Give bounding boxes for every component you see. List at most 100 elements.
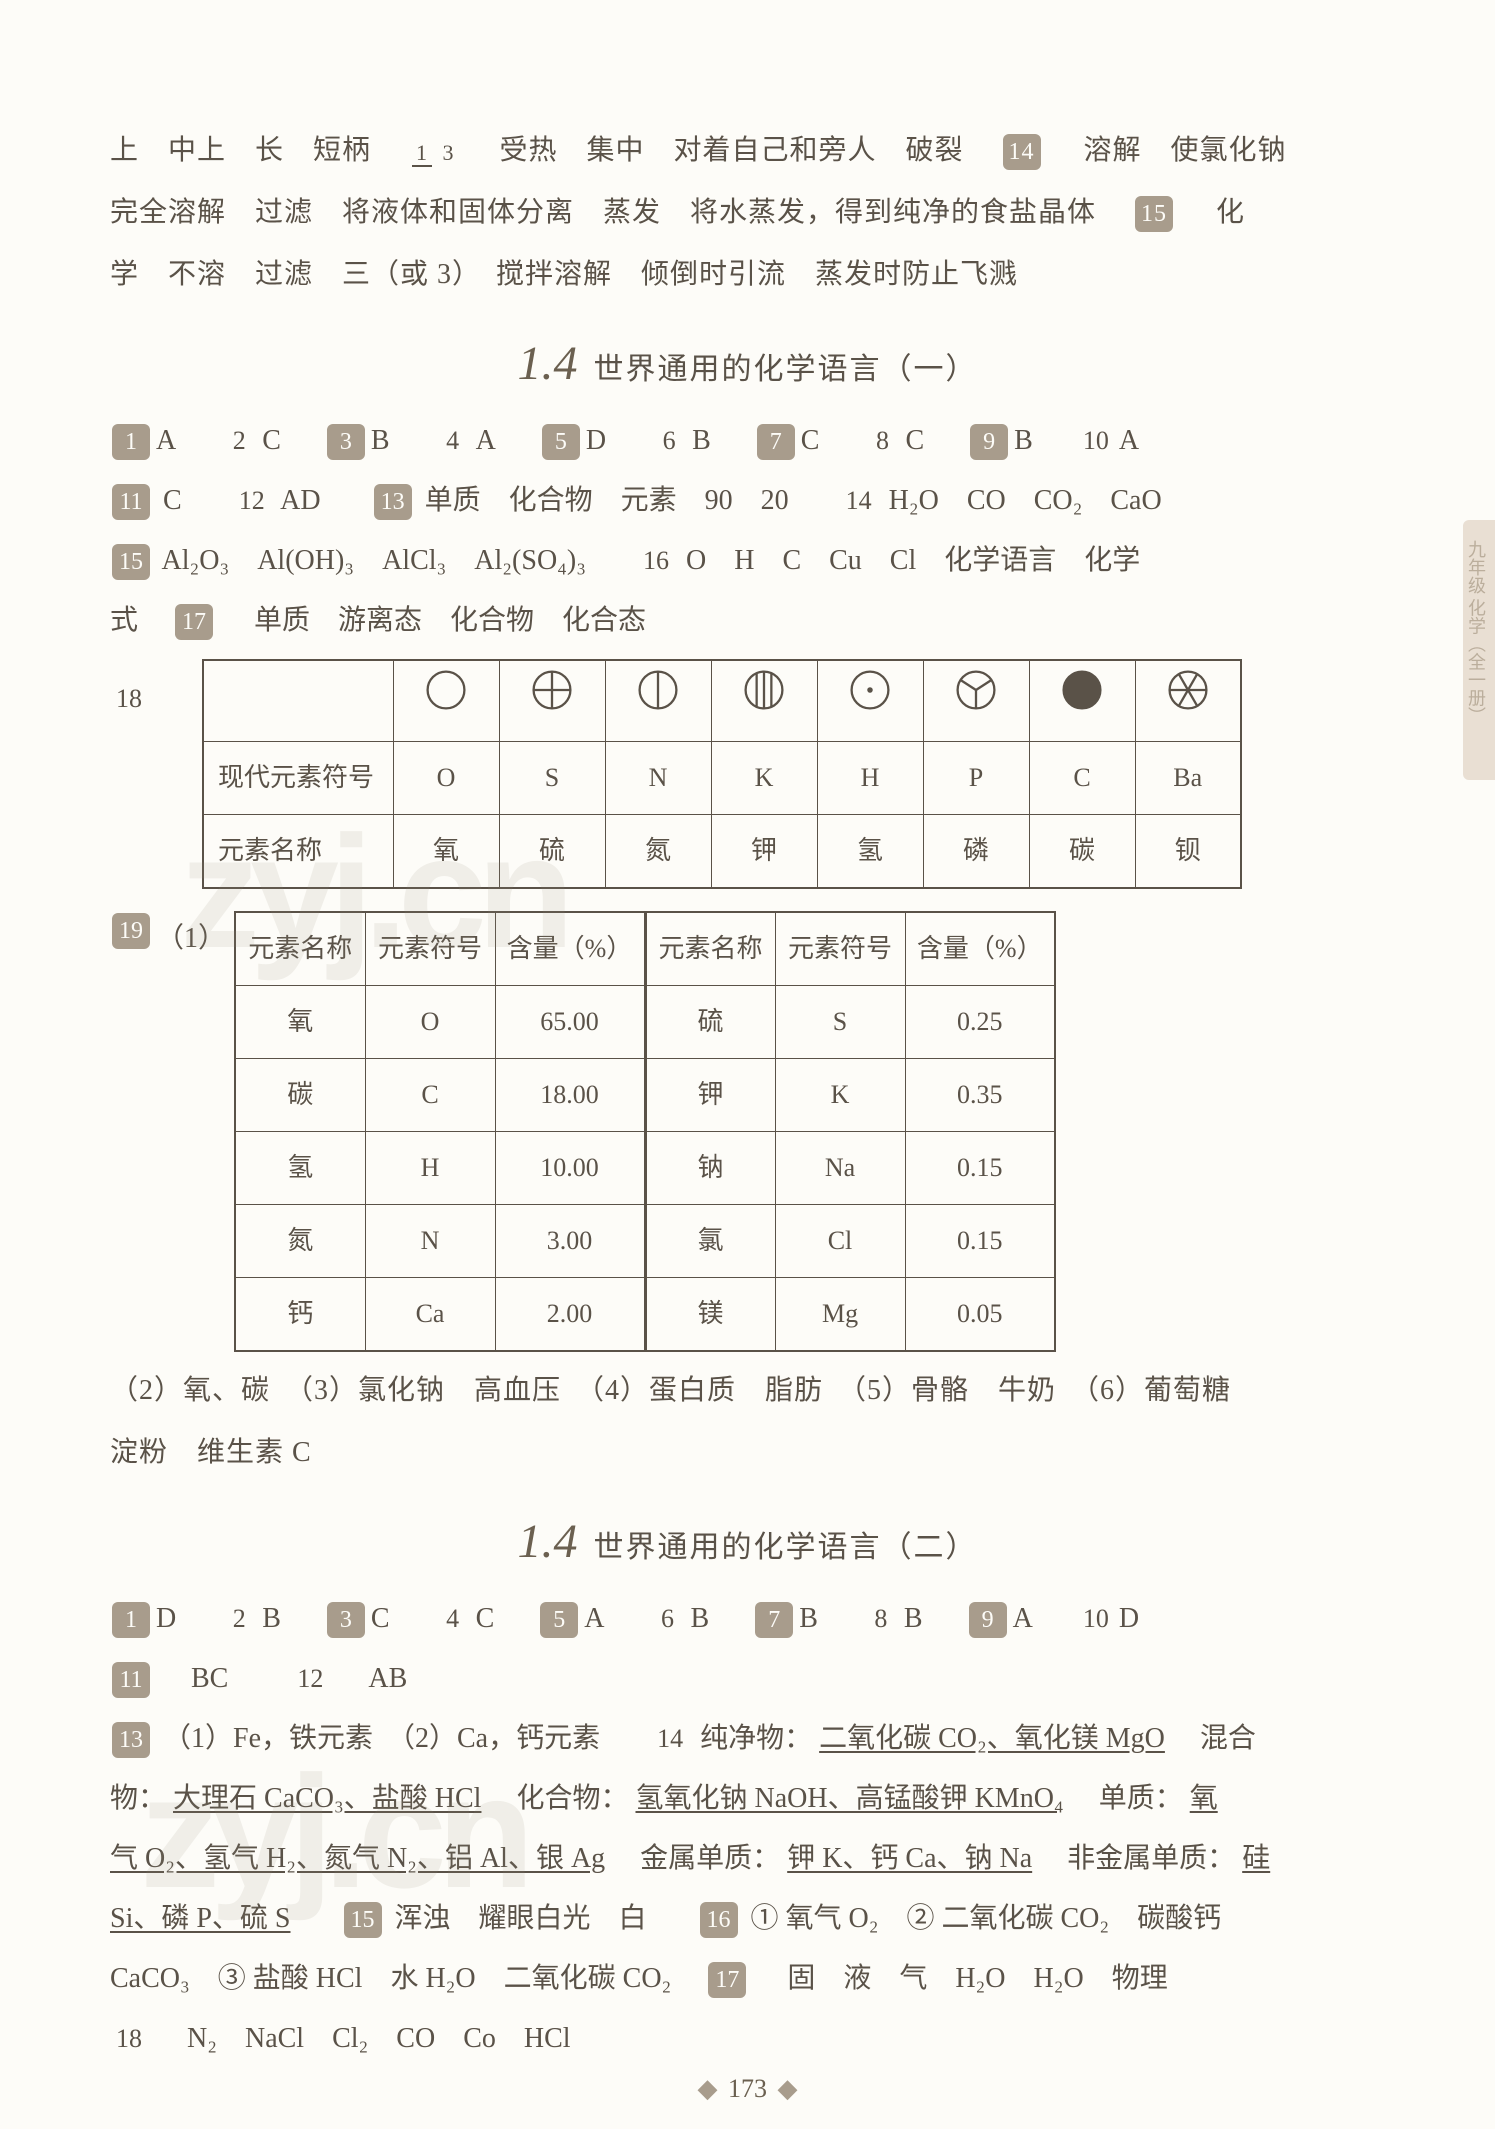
answer-num-b17: 17 [708,1962,746,1998]
answer-num: 10 [1079,1589,1113,1649]
side-tab: 九年级 化学（全一册） [1463,520,1495,780]
sec-b-row8: 18 N₂ NaCl Cl₂ CO Co HCl [110,2009,1385,2069]
table-cell: K [775,1059,905,1132]
table-cell: 钾 [645,1059,775,1132]
answer-value: A [476,425,496,456]
table-cell: 18.00 [495,1059,645,1132]
table-cell: 氯 [645,1205,775,1278]
sec-b-row6: Si、磷 P、硫 S 15 浑浊 耀眼白光 白 16 ① 氧气 O₂ ② 二氧化… [110,1889,1385,1949]
table-cell: 0.15 [905,1205,1055,1278]
answer-num: 1 [112,424,150,460]
sec-b-row7: CaCO₃ ③ 盐酸 HCl 水 H₂O 二氧化碳 CO₂ 17 固 液 气 H… [110,1949,1385,2009]
answer-value: D [156,1603,176,1634]
answer-value: B [692,425,711,456]
answer-value: C [905,425,924,456]
answer-num: 4 [436,1589,470,1649]
answer-value: D [586,425,606,456]
table-cell: 0.05 [905,1278,1055,1352]
answer-num: 9 [970,424,1008,460]
answer-value: C [801,425,820,456]
answer-num: 1 [112,1602,150,1638]
sec-b-row2: 11 BC 12 AB [110,1649,1385,1709]
answer-num: 9 [969,1602,1007,1638]
table-cell: O [365,986,495,1059]
table-cell: N [365,1205,495,1278]
answer-value: B [262,1603,281,1634]
alchemy-symbol-icon [817,660,923,742]
answer-num: 5 [540,1602,578,1638]
sec-b-row4: 物： 大理石 CaCO₃、盐酸 HCl 化合物： 氢氧化钠 NaOH、高锰酸钾 … [110,1769,1385,1829]
answer-num: 2 [222,411,256,471]
page-footer: ◆ 173 ◆ [0,2074,1495,2104]
answer-num: 3 [327,424,365,460]
sec-a-after19-b: 淀粉 维生素 C [110,1422,1385,1484]
table-cell: S [775,986,905,1059]
table-cell: C [365,1059,495,1132]
answer-num: 4 [436,411,470,471]
sec-a-q19: 19 （1） 元素名称元素符号含量（%）元素名称元素符号含量（%）氧O65.00… [110,903,1385,1360]
table-cell: 钙 [235,1278,365,1352]
alchemy-symbol-icon [393,660,499,742]
table-cell: 10.00 [495,1132,645,1205]
table-cell: Ca [365,1278,495,1352]
table-cell: Mg [775,1278,905,1352]
table-cell: 氮 [235,1205,365,1278]
answer-value: B [904,1603,923,1634]
page-number: 173 [728,2074,767,2103]
sec-b-mc-row: 1D2B3C4C5A6B7B8B9A10D [110,1589,1385,1649]
answer-num-14: 14 [1003,134,1041,170]
answer-value: B [371,425,390,456]
table-cell: 硫 [645,986,775,1059]
answer-value: B [799,1603,818,1634]
answer-num: 7 [757,424,795,460]
table-cell: Cl [775,1205,905,1278]
table-cell: 0.25 [905,986,1055,1059]
table-cell: H [365,1132,495,1205]
sec-a-row4: 式 17 单质 游离态 化合物 化合态 [110,591,1385,651]
sec-a-q18: 18 现代元素符号OSNKHPCBa元素名称氧硫氮钾氢磷碳钡 [110,651,1385,897]
answer-value: B [1014,425,1033,456]
table-cell: 氢 [235,1132,365,1205]
answer-num: 10 [1079,411,1113,471]
table-19-element-content: 元素名称元素符号含量（%）元素名称元素符号含量（%）氧O65.00硫S0.25碳… [234,911,1056,1352]
table-cell: 0.35 [905,1059,1055,1132]
table-cell: 65.00 [495,986,645,1059]
alchemy-symbol-icon [711,660,817,742]
sec-a-row2: 11 C 12 AD 13 单质 化合物 元素 90 20 14 H₂O CO … [110,471,1385,531]
sec-b-row3: 13 （1）Fe，铁元素 （2）Ca，钙元素 14 纯净物： 二氧化碳 CO₂、… [110,1709,1385,1769]
top-line-3: 学 不溶 过滤 三（或 3） 搅拌溶解 倾倒时引流 蒸发时防止飞溅 [110,244,1385,306]
answer-num: 7 [755,1602,793,1638]
section-b-title: 1.4 世界通用的化学语言（二） [110,1514,1385,1569]
answer-num: 8 [865,411,899,471]
table-cell: 3.00 [495,1205,645,1278]
answer-num: 6 [652,411,686,471]
answer-value: A [584,1603,604,1634]
table-cell: 氧 [235,986,365,1059]
answer-value: A [1119,425,1139,456]
table-cell: 镁 [645,1278,775,1352]
table-cell: 钠 [645,1132,775,1205]
fraction-1-3: 1 3 [412,142,459,164]
answer-value: A [1013,1603,1033,1634]
answer-value: C [476,1603,495,1634]
sec-a-after19-a: （2）氧、碳 （3）氯化钠 高血压 （4）蛋白质 脂肪 （5）骨骼 牛奶 （6）… [110,1360,1385,1422]
sec-a-mc-row: 1A2C3B4A5D6B7C8C9B10A [110,411,1385,471]
answer-num-17: 17 [175,604,213,640]
answer-num: 2 [222,1589,256,1649]
table-cell: Na [775,1132,905,1205]
answer-num-b11: 11 [112,1662,150,1698]
alchemy-symbol-icon [605,660,711,742]
diamond-icon: ◆ [698,2074,718,2103]
alchemy-symbol-icon [1135,660,1241,742]
answer-value: B [691,1603,710,1634]
answer-num: 8 [864,1589,898,1649]
table-cell: 0.15 [905,1132,1055,1205]
answer-num: 3 [327,1602,365,1638]
top-line-2: 完全溶解 过滤 将液体和固体分离 蒸发 将水蒸发，得到纯净的食盐晶体 15 化 [110,182,1385,244]
table-cell: 2.00 [495,1278,645,1352]
answer-num: 6 [651,1589,685,1649]
answer-num-15: 15 [1135,196,1173,232]
answer-value: A [156,425,176,456]
section-a-title: 1.4 世界通用的化学语言（一） [110,336,1385,391]
diamond-icon: ◆ [778,2074,798,2103]
